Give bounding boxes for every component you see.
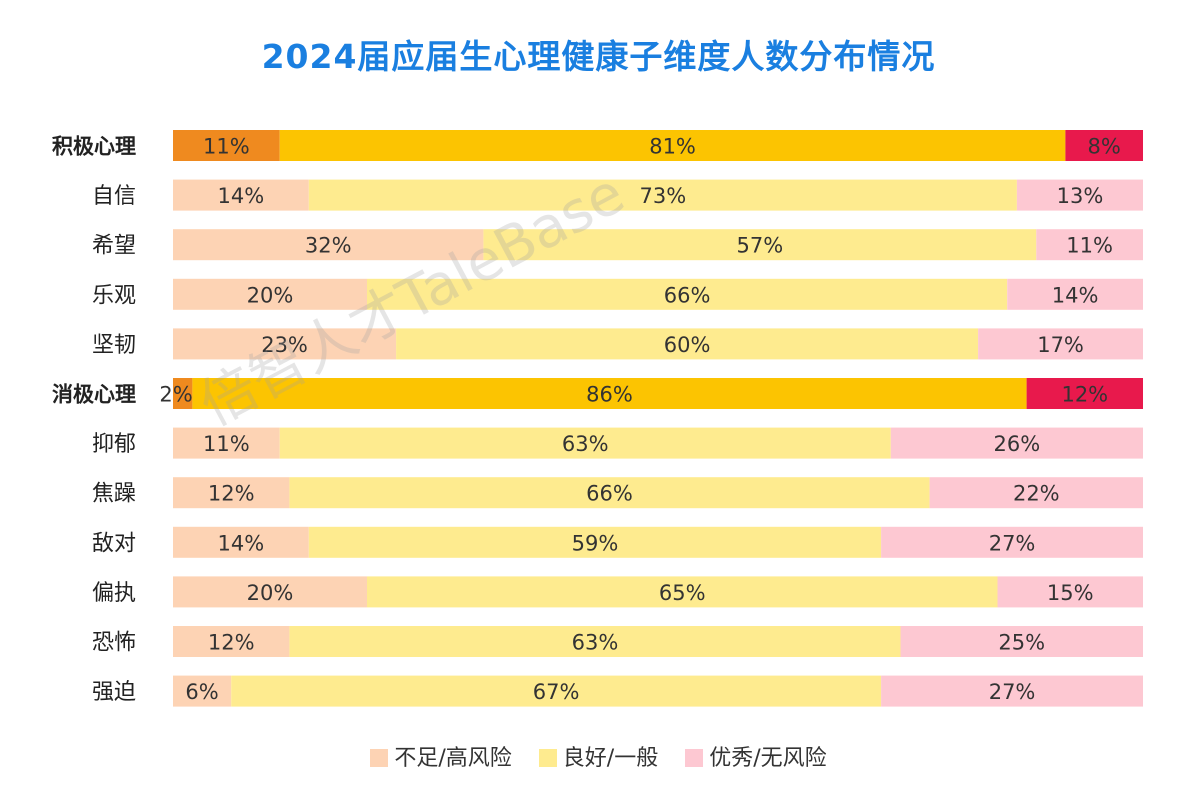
bar-segment-high xyxy=(1007,278,1143,310)
bar-segment-mid xyxy=(396,328,979,360)
bar-segment-mid xyxy=(289,477,930,509)
data-label: 59% xyxy=(572,531,619,555)
bar-segment-low xyxy=(173,675,232,707)
bar-segment-low xyxy=(173,427,280,459)
data-label: 65% xyxy=(659,581,706,605)
data-label: 17% xyxy=(1037,333,1084,357)
category-label: 强迫 xyxy=(92,680,136,705)
legend-item-low: 不足/高风险 xyxy=(370,740,512,772)
data-label: 81% xyxy=(649,135,696,159)
data-label: 11% xyxy=(203,135,250,159)
data-label: 27% xyxy=(989,680,1036,704)
data-label: 63% xyxy=(562,432,609,456)
legend-label-low: 不足/高风险 xyxy=(394,746,512,771)
data-label: 15% xyxy=(1047,581,1094,605)
bar-segment-mid xyxy=(308,179,1017,211)
bar-segment-mid xyxy=(367,278,1008,310)
data-label: 66% xyxy=(586,482,633,506)
bar-segment-low xyxy=(173,477,290,509)
bar-segment-low xyxy=(173,626,290,657)
data-label: 63% xyxy=(572,631,619,655)
bar-segment-high xyxy=(900,626,1143,657)
data-label: 26% xyxy=(994,432,1041,456)
category-label: 坚韧 xyxy=(92,333,136,358)
bar-segment-low xyxy=(173,576,367,608)
category-label: 自信 xyxy=(92,184,136,209)
bar-segment-high xyxy=(881,526,1143,558)
data-label: 12% xyxy=(208,482,255,506)
category-label: 希望 xyxy=(92,234,136,259)
bar-segment-high xyxy=(978,328,1143,360)
data-label: 12% xyxy=(208,631,255,655)
category-label: 消极心理 xyxy=(52,383,136,407)
legend-swatch-mid xyxy=(538,749,557,767)
data-label: 11% xyxy=(203,432,250,456)
legend-item-mid: 良好/一般 xyxy=(538,740,659,772)
data-label: 8% xyxy=(1088,135,1121,159)
bar-segment-high xyxy=(929,477,1143,509)
bar-segment-low xyxy=(173,328,397,360)
data-label: 20% xyxy=(247,283,294,307)
data-label: 32% xyxy=(305,234,352,258)
bar-segment-high xyxy=(997,576,1143,608)
data-label: 23% xyxy=(261,333,308,357)
bar-segment-low xyxy=(173,229,484,261)
data-label: 12% xyxy=(1061,383,1108,407)
bar-segment-low xyxy=(173,278,367,310)
data-label: 13% xyxy=(1057,184,1104,208)
legend-label-high: 优秀/无风险 xyxy=(709,746,827,771)
data-label: 14% xyxy=(218,184,265,208)
category-label: 恐怖 xyxy=(92,631,136,656)
chart-title: 2024届应届生心理健康子维度人数分布情况 xyxy=(261,37,936,76)
data-label: 27% xyxy=(989,531,1036,555)
legend-item-high: 优秀/无风险 xyxy=(685,740,827,772)
bar-segment-mid xyxy=(279,427,891,459)
category-label: 积极心理 xyxy=(52,135,136,159)
bar-segment-mid xyxy=(279,130,1066,161)
bar-segment-high xyxy=(881,675,1143,707)
bar-segment-high xyxy=(1016,179,1143,211)
data-label: 25% xyxy=(998,631,1045,655)
legend-label-mid: 良好/一般 xyxy=(562,746,659,771)
category-label: 乐观 xyxy=(92,283,136,308)
bar-segment-low xyxy=(173,179,309,211)
data-label: 20% xyxy=(247,581,294,605)
bar-segment-mid xyxy=(289,626,901,657)
data-label: 6% xyxy=(185,680,218,704)
bar-segment-low xyxy=(173,130,280,161)
data-label: 14% xyxy=(1052,283,1099,307)
bar-segment-low xyxy=(173,378,193,409)
data-label: 11% xyxy=(1066,234,1113,258)
legend-swatch-high xyxy=(685,749,704,767)
data-label: 86% xyxy=(586,383,633,407)
data-label: 57% xyxy=(737,234,784,258)
bar-segment-mid xyxy=(192,378,1027,409)
bar-segment-mid xyxy=(308,526,882,558)
bar-segment-mid xyxy=(483,229,1037,261)
bar-segment-mid xyxy=(231,675,882,707)
category-label: 敌对 xyxy=(92,531,136,556)
bar-segment-mid xyxy=(367,576,998,608)
data-label: 73% xyxy=(640,184,687,208)
data-label: 14% xyxy=(218,531,265,555)
category-label: 焦躁 xyxy=(92,482,136,507)
legend-swatch-low xyxy=(370,749,389,767)
bar-segment-low xyxy=(173,526,309,558)
bar-segment-high xyxy=(1036,229,1143,261)
bar-segment-high xyxy=(890,427,1143,459)
category-label: 抑郁 xyxy=(92,432,136,457)
data-label: 66% xyxy=(664,283,711,307)
legend: 不足/高风险 良好/一般 优秀/无风险 xyxy=(0,740,1197,772)
data-label: 60% xyxy=(664,333,711,357)
data-label: 2% xyxy=(159,383,192,407)
category-label: 偏执 xyxy=(92,581,136,606)
bar-segment-high xyxy=(1026,378,1143,409)
bar-segment-high xyxy=(1065,130,1143,161)
data-label: 67% xyxy=(533,680,580,704)
data-label: 22% xyxy=(1013,482,1060,506)
